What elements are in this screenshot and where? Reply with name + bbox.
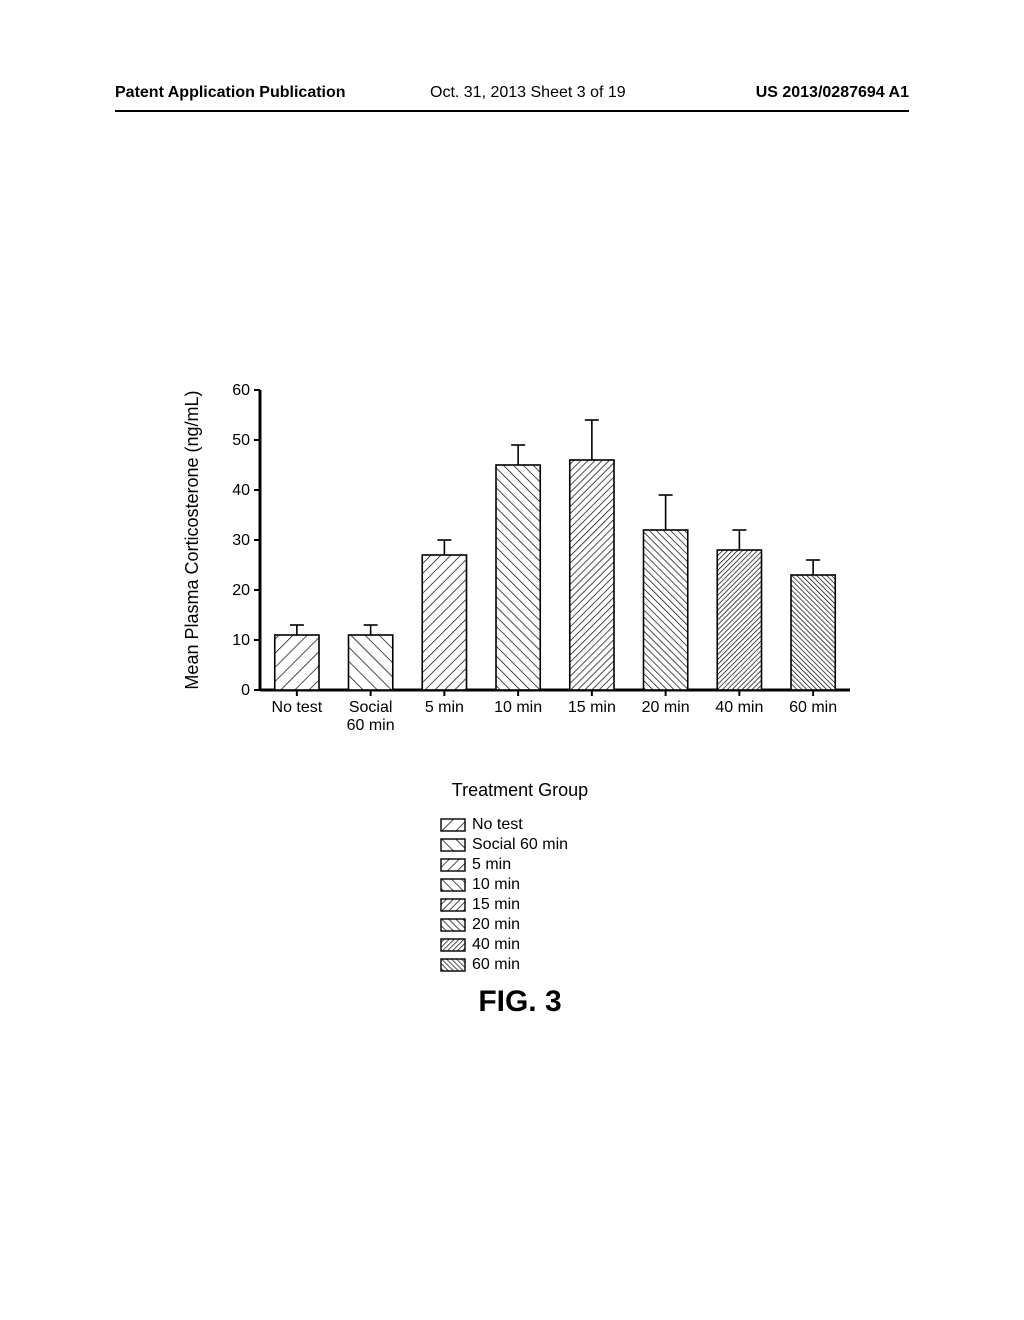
svg-text:5 min: 5 min <box>425 699 464 716</box>
svg-text:No test: No test <box>272 699 323 716</box>
x-axis-label: Treatment Group <box>180 780 860 801</box>
svg-text:15 min: 15 min <box>568 699 616 716</box>
page: Patent Application Publication Oct. 31, … <box>0 0 1024 1320</box>
svg-text:60: 60 <box>232 382 250 399</box>
legend-item: 20 min <box>440 915 568 935</box>
legend-label: 15 min <box>472 895 520 915</box>
legend-label: Social 60 min <box>472 835 568 855</box>
svg-text:30: 30 <box>232 532 250 549</box>
legend-swatch-icon <box>440 858 466 872</box>
legend-item: 60 min <box>440 955 568 975</box>
legend-item: 15 min <box>440 895 568 915</box>
legend-item: 5 min <box>440 855 568 875</box>
svg-text:60 min: 60 min <box>789 699 837 716</box>
header-left: Patent Application Publication <box>115 84 346 102</box>
legend-label: No test <box>472 815 523 835</box>
svg-text:10: 10 <box>232 632 250 649</box>
svg-text:10 min: 10 min <box>494 699 542 716</box>
figure-caption: FIG. 3 <box>180 985 860 1019</box>
legend-label: 20 min <box>472 915 520 935</box>
header-rule <box>115 110 909 112</box>
legend-swatch-icon <box>440 918 466 932</box>
svg-text:40 min: 40 min <box>715 699 763 716</box>
legend-item: No test <box>440 815 568 835</box>
corticosterone-bar-chart: 0102030405060No testSocial60 min5 min10 … <box>180 380 860 760</box>
legend-item: Social 60 min <box>440 835 568 855</box>
svg-text:50: 50 <box>232 432 250 449</box>
legend-label: 40 min <box>472 935 520 955</box>
page-header: Patent Application Publication Oct. 31, … <box>0 84 1024 108</box>
legend-swatch-icon <box>440 898 466 912</box>
svg-text:40: 40 <box>232 482 250 499</box>
legend-swatch-icon <box>440 938 466 952</box>
legend-label: 60 min <box>472 955 520 975</box>
legend-item: 40 min <box>440 935 568 955</box>
svg-text:60 min: 60 min <box>347 717 395 734</box>
header-right: US 2013/0287694 A1 <box>756 84 909 102</box>
svg-text:20: 20 <box>232 582 250 599</box>
legend-swatch-icon <box>440 958 466 972</box>
legend-swatch-icon <box>440 838 466 852</box>
legend-swatch-icon <box>440 878 466 892</box>
chart-legend: No testSocial 60 min5 min10 min15 min20 … <box>440 815 568 975</box>
legend-swatch-icon <box>440 818 466 832</box>
svg-text:Mean Plasma Corticosterone (ng: Mean Plasma Corticosterone (ng/mL) <box>182 390 202 689</box>
svg-text:Social: Social <box>349 699 393 716</box>
header-center: Oct. 31, 2013 Sheet 3 of 19 <box>430 84 626 102</box>
svg-text:20 min: 20 min <box>642 699 690 716</box>
svg-text:0: 0 <box>241 682 250 699</box>
legend-label: 5 min <box>472 855 511 875</box>
legend-item: 10 min <box>440 875 568 895</box>
legend-label: 10 min <box>472 875 520 895</box>
